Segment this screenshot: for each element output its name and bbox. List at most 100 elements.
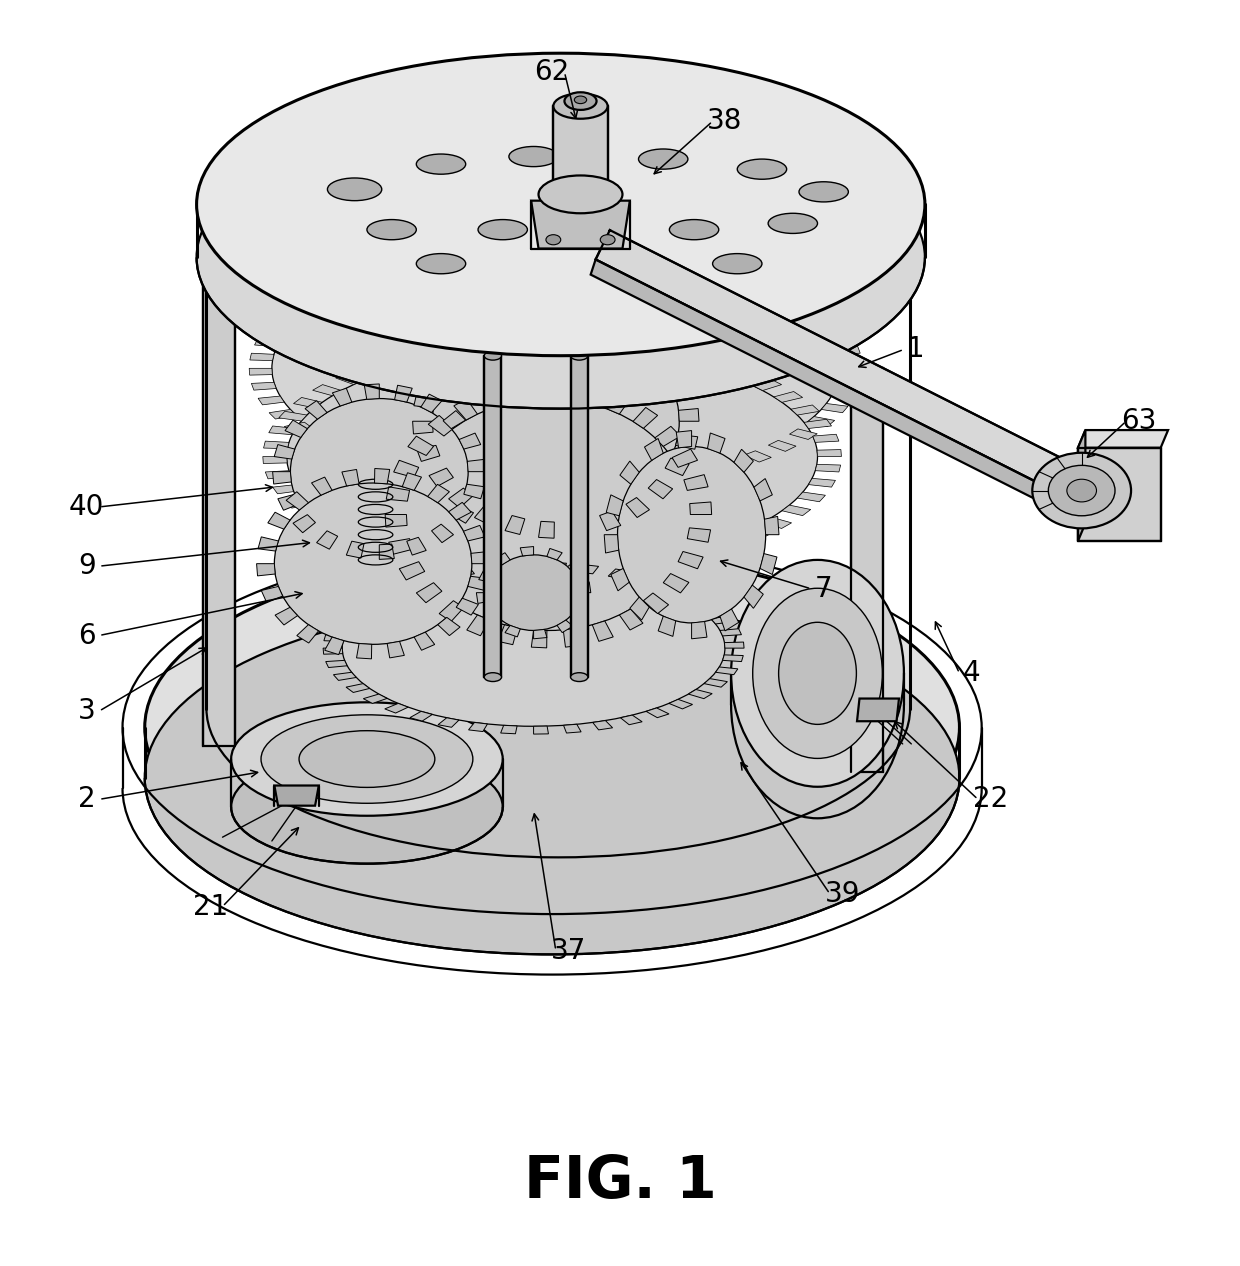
Polygon shape bbox=[817, 449, 842, 457]
Text: 6: 6 bbox=[78, 622, 95, 649]
Polygon shape bbox=[827, 332, 853, 341]
Polygon shape bbox=[698, 604, 722, 613]
Polygon shape bbox=[626, 498, 650, 518]
Polygon shape bbox=[497, 339, 517, 351]
Polygon shape bbox=[273, 472, 291, 484]
Polygon shape bbox=[668, 699, 693, 709]
Polygon shape bbox=[821, 404, 848, 413]
Polygon shape bbox=[258, 396, 284, 405]
Polygon shape bbox=[753, 380, 781, 390]
Polygon shape bbox=[448, 477, 470, 487]
Polygon shape bbox=[386, 487, 409, 501]
Polygon shape bbox=[294, 298, 322, 308]
Polygon shape bbox=[505, 515, 525, 534]
Polygon shape bbox=[279, 411, 308, 422]
Polygon shape bbox=[568, 561, 583, 573]
Polygon shape bbox=[689, 501, 712, 514]
Polygon shape bbox=[620, 461, 640, 484]
Polygon shape bbox=[382, 463, 408, 475]
Polygon shape bbox=[611, 568, 629, 591]
Polygon shape bbox=[399, 562, 425, 580]
Ellipse shape bbox=[546, 234, 560, 244]
Polygon shape bbox=[467, 460, 486, 472]
Polygon shape bbox=[463, 325, 486, 344]
Polygon shape bbox=[672, 449, 698, 467]
Polygon shape bbox=[765, 517, 779, 534]
Polygon shape bbox=[254, 338, 280, 347]
Polygon shape bbox=[760, 553, 777, 575]
Polygon shape bbox=[653, 555, 678, 566]
Polygon shape bbox=[456, 599, 479, 615]
Polygon shape bbox=[608, 568, 629, 579]
Polygon shape bbox=[728, 368, 756, 380]
Ellipse shape bbox=[618, 447, 765, 623]
Polygon shape bbox=[432, 524, 454, 543]
Polygon shape bbox=[790, 429, 817, 439]
Polygon shape bbox=[634, 408, 657, 428]
Polygon shape bbox=[376, 543, 403, 555]
Polygon shape bbox=[557, 304, 573, 322]
Polygon shape bbox=[393, 354, 419, 366]
Polygon shape bbox=[316, 530, 337, 549]
Ellipse shape bbox=[286, 348, 817, 565]
Polygon shape bbox=[687, 528, 711, 542]
Polygon shape bbox=[275, 608, 298, 625]
Polygon shape bbox=[609, 246, 629, 256]
Polygon shape bbox=[466, 247, 487, 257]
Polygon shape bbox=[720, 609, 739, 630]
Polygon shape bbox=[624, 480, 645, 490]
Polygon shape bbox=[701, 358, 728, 371]
Ellipse shape bbox=[145, 601, 960, 955]
Polygon shape bbox=[758, 280, 785, 291]
Polygon shape bbox=[590, 260, 1045, 501]
Polygon shape bbox=[325, 637, 343, 655]
Ellipse shape bbox=[639, 149, 688, 170]
Polygon shape bbox=[322, 523, 351, 534]
Polygon shape bbox=[684, 547, 712, 558]
Polygon shape bbox=[502, 244, 522, 254]
Polygon shape bbox=[808, 479, 836, 487]
Ellipse shape bbox=[342, 570, 725, 727]
Polygon shape bbox=[417, 446, 440, 461]
Polygon shape bbox=[590, 482, 609, 492]
Ellipse shape bbox=[407, 399, 691, 630]
Polygon shape bbox=[428, 415, 454, 436]
Polygon shape bbox=[413, 422, 433, 434]
Polygon shape bbox=[439, 600, 464, 622]
Text: 63: 63 bbox=[1121, 408, 1156, 436]
Polygon shape bbox=[644, 592, 668, 614]
Polygon shape bbox=[286, 491, 309, 510]
Polygon shape bbox=[723, 655, 743, 662]
Ellipse shape bbox=[290, 399, 469, 544]
Polygon shape bbox=[379, 544, 394, 560]
Polygon shape bbox=[600, 511, 621, 530]
Polygon shape bbox=[587, 563, 606, 573]
Polygon shape bbox=[324, 634, 345, 642]
Polygon shape bbox=[277, 310, 304, 320]
Polygon shape bbox=[621, 560, 644, 571]
Polygon shape bbox=[393, 461, 419, 477]
Polygon shape bbox=[399, 257, 424, 268]
Polygon shape bbox=[257, 563, 275, 576]
Polygon shape bbox=[782, 505, 811, 515]
Polygon shape bbox=[413, 471, 438, 482]
Polygon shape bbox=[454, 399, 477, 420]
Polygon shape bbox=[552, 565, 569, 575]
Polygon shape bbox=[692, 622, 707, 639]
Polygon shape bbox=[595, 230, 1059, 486]
Polygon shape bbox=[533, 629, 547, 639]
Polygon shape bbox=[425, 347, 450, 360]
Polygon shape bbox=[304, 434, 331, 444]
Polygon shape bbox=[1078, 430, 1085, 541]
Polygon shape bbox=[832, 390, 857, 399]
Polygon shape bbox=[265, 471, 291, 479]
Text: 9: 9 bbox=[78, 552, 95, 580]
Polygon shape bbox=[269, 425, 296, 434]
Polygon shape bbox=[505, 625, 521, 637]
Polygon shape bbox=[258, 537, 278, 551]
Polygon shape bbox=[408, 436, 434, 456]
Polygon shape bbox=[608, 394, 630, 414]
Polygon shape bbox=[551, 562, 567, 571]
Polygon shape bbox=[432, 251, 455, 262]
Polygon shape bbox=[646, 708, 670, 718]
